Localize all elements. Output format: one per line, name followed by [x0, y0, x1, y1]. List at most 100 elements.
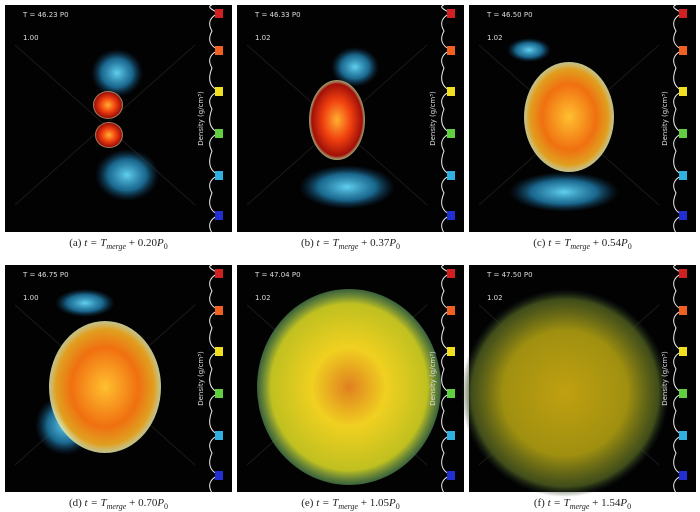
colorbar-marker	[447, 431, 455, 440]
scale-label: 1.00	[23, 34, 39, 42]
caption-part: merge	[107, 502, 127, 511]
caption-part: (a)	[69, 237, 82, 249]
scale-label: 1.02	[487, 294, 503, 302]
colorbar-label: Density (g/cm³)	[429, 91, 437, 146]
caption-part: P	[156, 497, 164, 509]
colorbar-line	[673, 4, 685, 234]
caption: (b) t = Tmerge + 0.37P0	[301, 237, 400, 252]
colorbar-label: Density (g/cm³)	[661, 351, 669, 406]
colorbar-marker	[215, 46, 223, 55]
time-label: T = 46.33 P0	[254, 11, 301, 19]
time-label: T = 47.04 P0	[254, 271, 301, 279]
time-label: T = 46.75 P0	[22, 271, 69, 279]
caption-part: 0	[628, 242, 632, 251]
colorbar-marker	[447, 46, 455, 55]
caption-part: merge	[106, 242, 126, 251]
caption-part: P	[388, 497, 396, 509]
panel: Density (g/cm³) T = 47.50 P0 1.02	[461, 264, 696, 497]
caption-part: t = T	[548, 497, 571, 509]
render-blob	[309, 80, 365, 160]
caption-part: (e)	[301, 497, 314, 509]
render-blob	[93, 91, 123, 119]
scale-label: 1.02	[255, 34, 271, 42]
caption-part: 0.20	[138, 237, 158, 249]
colorbar-marker	[447, 171, 455, 180]
caption-part: merge	[338, 502, 358, 511]
colorbar-label: Density (g/cm³)	[197, 91, 205, 146]
caption-part: (d)	[69, 497, 82, 509]
caption-part: merge	[339, 242, 359, 251]
caption: (c) t = Tmerge + 0.54P0	[533, 237, 631, 252]
colorbar-marker	[679, 269, 687, 278]
colorbar-line	[209, 264, 221, 494]
colorbar-marker	[215, 171, 223, 180]
caption-part: (c)	[533, 237, 546, 249]
caption-part: P	[388, 237, 396, 249]
colorbar-marker	[215, 431, 223, 440]
render-blob	[95, 149, 159, 201]
caption-part: t = T	[84, 237, 107, 249]
render-blob	[509, 172, 619, 212]
caption-part: 1.05	[370, 497, 390, 509]
colorbar-marker	[447, 306, 455, 315]
colorbar-marker	[679, 306, 687, 315]
render-blob	[524, 62, 614, 172]
render-blob	[331, 47, 379, 87]
colorbar-marker	[447, 471, 455, 480]
colorbar-marker	[679, 171, 687, 180]
colorbar-marker	[679, 347, 687, 356]
panel: Density (g/cm³) T = 46.50 P0 1.02	[469, 4, 696, 234]
colorbar-marker	[215, 306, 223, 315]
caption-part: +	[593, 237, 599, 249]
caption-part: t = T	[85, 497, 108, 509]
colorbar-marker	[679, 471, 687, 480]
scale-label: 1.00	[23, 294, 39, 302]
colorbar-label: Density (g/cm³)	[429, 351, 437, 406]
time-label: T = 46.50 P0	[486, 11, 533, 19]
caption-part: +	[129, 497, 135, 509]
caption-part: merge	[570, 502, 590, 511]
caption-part: 0	[627, 502, 631, 511]
caption-part: t = T	[316, 497, 339, 509]
caption-part: t = T	[317, 237, 340, 249]
caption-part: 0	[164, 242, 168, 251]
caption-part: 0.70	[138, 497, 158, 509]
render-blob	[91, 49, 143, 97]
panel: Density (g/cm³) T = 47.04 P0 1.02	[237, 264, 464, 494]
colorbar-marker	[679, 87, 687, 96]
render-blob	[461, 289, 669, 497]
caption: (d) t = Tmerge + 0.70P0	[69, 497, 168, 512]
colorbar-marker	[447, 9, 455, 18]
caption-part: (b)	[301, 237, 314, 249]
caption-part: t = T	[548, 237, 571, 249]
caption: (f) t = Tmerge + 1.54P0	[534, 497, 631, 512]
caption-part: +	[361, 497, 367, 509]
colorbar-line	[673, 264, 685, 494]
render-blob	[55, 289, 115, 317]
caption: (a) t = Tmerge + 0.20P0	[69, 237, 167, 252]
colorbar-marker	[447, 211, 455, 220]
colorbar-marker	[447, 269, 455, 278]
caption-part: P	[156, 237, 164, 249]
caption-part: +	[361, 237, 367, 249]
colorbar-marker	[215, 211, 223, 220]
colorbar-marker	[215, 269, 223, 278]
render-blob	[507, 38, 551, 62]
colorbar-marker	[679, 211, 687, 220]
colorbar-marker	[447, 347, 455, 356]
colorbar-marker	[679, 389, 687, 398]
caption-part: +	[129, 237, 135, 249]
caption-part: +	[592, 497, 598, 509]
colorbar-line	[441, 264, 453, 494]
caption-part: P	[619, 497, 627, 509]
caption: (e) t = Tmerge + 1.05P0	[301, 497, 399, 512]
colorbar-label: Density (g/cm³)	[661, 91, 669, 146]
colorbar-marker	[679, 431, 687, 440]
render-blob	[49, 321, 161, 453]
caption-part: 1.54	[601, 497, 621, 509]
colorbar-marker	[679, 46, 687, 55]
colorbar-marker	[215, 129, 223, 138]
caption-part: 0	[396, 242, 400, 251]
